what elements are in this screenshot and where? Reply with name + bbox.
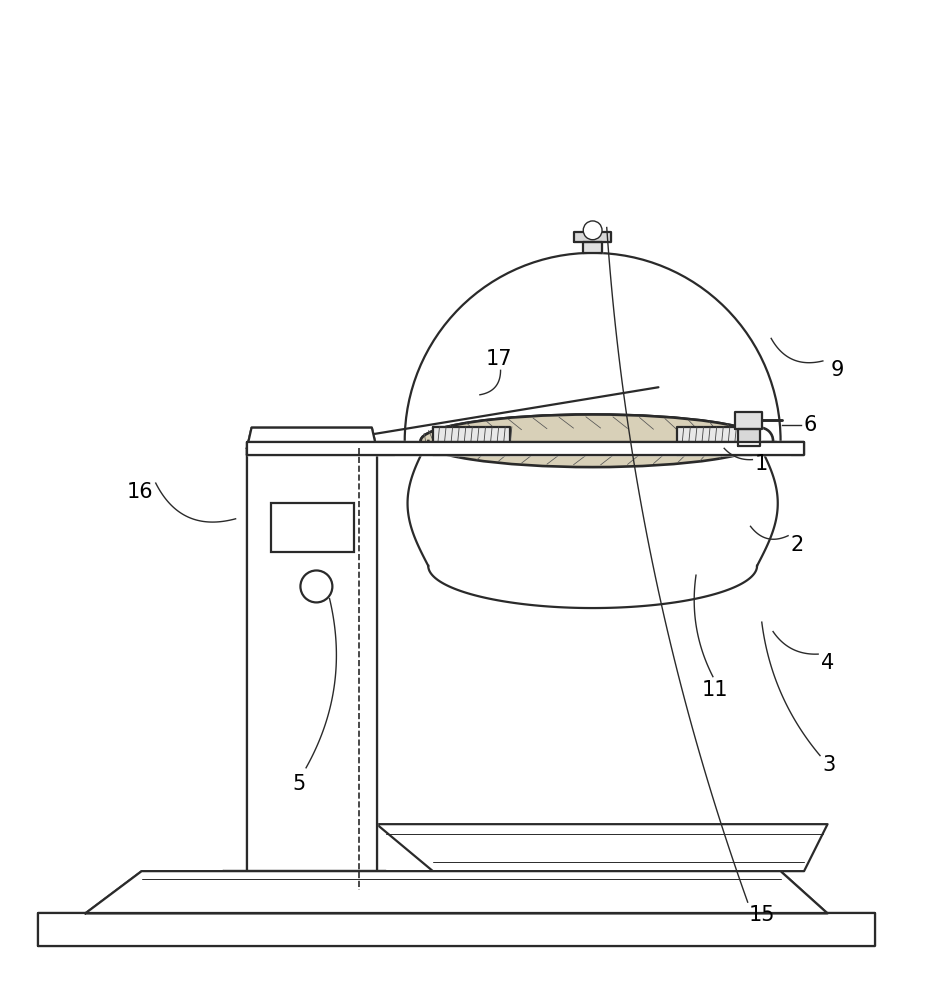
Polygon shape	[407, 441, 778, 608]
Polygon shape	[395, 441, 789, 638]
Polygon shape	[433, 427, 510, 455]
Polygon shape	[247, 442, 804, 455]
Polygon shape	[739, 429, 760, 446]
Polygon shape	[247, 448, 376, 871]
Polygon shape	[86, 871, 827, 913]
Ellipse shape	[435, 428, 751, 454]
Circle shape	[405, 253, 781, 629]
Bar	[271, 503, 354, 552]
Polygon shape	[247, 428, 376, 448]
Polygon shape	[678, 427, 753, 455]
Polygon shape	[433, 427, 510, 455]
Polygon shape	[86, 871, 827, 913]
Circle shape	[747, 428, 774, 454]
Polygon shape	[218, 890, 391, 907]
Text: 15: 15	[748, 905, 775, 925]
Text: 3: 3	[822, 755, 836, 775]
Polygon shape	[583, 242, 602, 253]
Circle shape	[583, 221, 602, 240]
Bar	[271, 503, 354, 552]
Ellipse shape	[421, 414, 765, 467]
Ellipse shape	[421, 414, 765, 467]
Polygon shape	[39, 913, 874, 946]
Text: 17: 17	[486, 349, 512, 369]
Polygon shape	[247, 428, 376, 448]
Ellipse shape	[428, 485, 758, 534]
Polygon shape	[574, 232, 612, 242]
Text: 5: 5	[293, 774, 306, 794]
Text: 4: 4	[821, 653, 834, 673]
Text: 16: 16	[126, 482, 153, 502]
Text: 6: 6	[804, 415, 818, 435]
Polygon shape	[218, 890, 391, 907]
Polygon shape	[407, 441, 778, 608]
Polygon shape	[39, 913, 874, 946]
Text: 1: 1	[756, 454, 769, 474]
Text: 2: 2	[790, 535, 805, 555]
Polygon shape	[223, 871, 386, 890]
Polygon shape	[247, 442, 804, 455]
Polygon shape	[376, 824, 827, 871]
Polygon shape	[247, 448, 376, 871]
Text: 9: 9	[830, 360, 844, 380]
Text: 11: 11	[702, 680, 728, 700]
Polygon shape	[678, 427, 753, 455]
Polygon shape	[223, 871, 386, 890]
Polygon shape	[736, 412, 762, 429]
Polygon shape	[247, 442, 804, 455]
